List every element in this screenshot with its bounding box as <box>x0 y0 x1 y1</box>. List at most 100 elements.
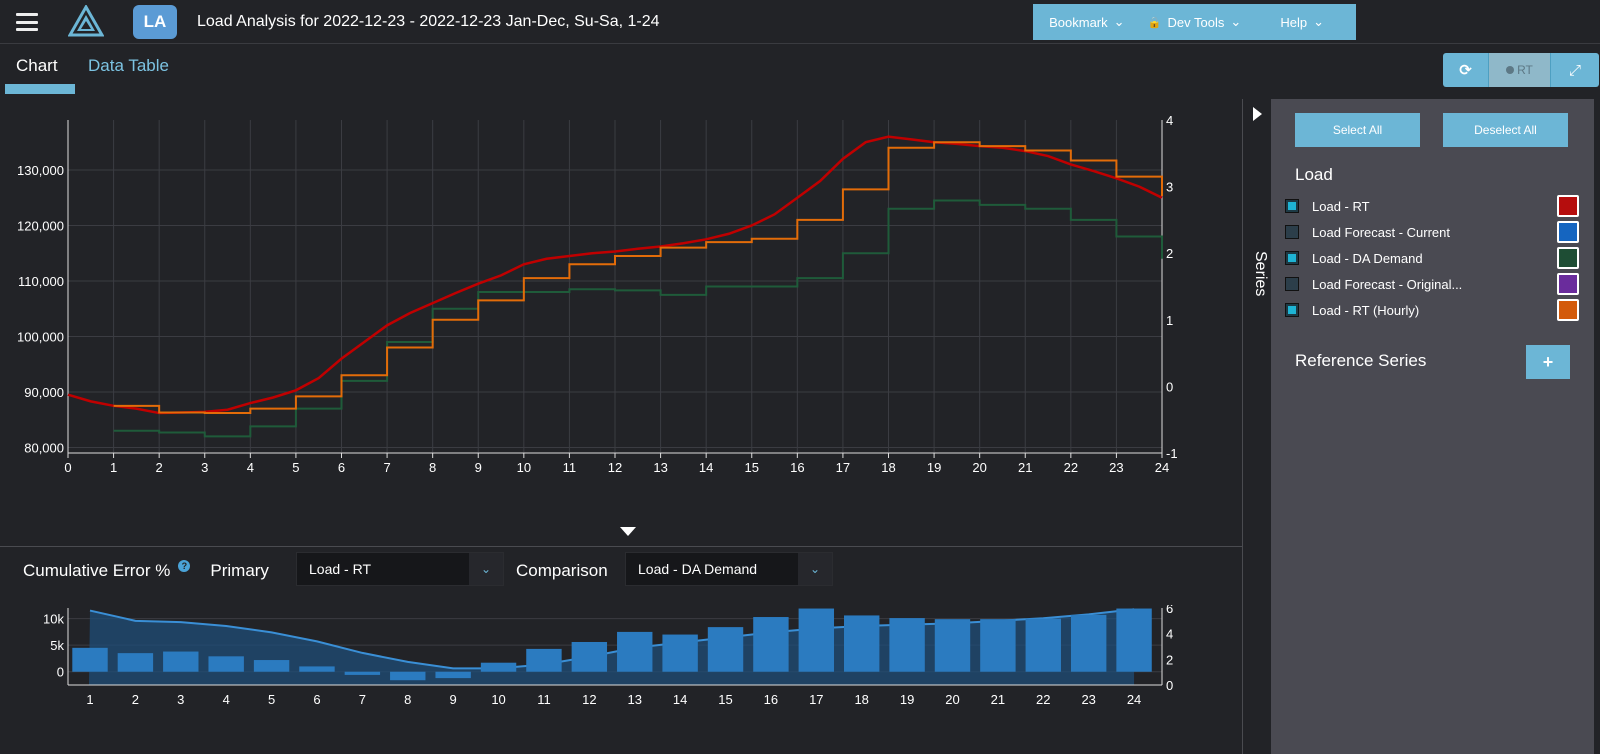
help-icon[interactable]: ? <box>178 560 191 572</box>
x-tick-label: 1 <box>86 692 93 707</box>
series-color-swatch[interactable] <box>1557 221 1579 243</box>
chevron-down-icon: ⌄ <box>1230 14 1242 29</box>
rt-button[interactable]: RT <box>1489 53 1551 87</box>
error-bar[interactable] <box>253 660 290 672</box>
help-menu-label: Help <box>1280 14 1308 30</box>
error-bar[interactable] <box>1070 614 1107 672</box>
series-item-label: Load Forecast - Original... <box>1312 276 1463 292</box>
series-checkbox[interactable] <box>1285 199 1299 213</box>
y2-tick-label: 0 <box>1166 678 1173 693</box>
error-bar[interactable] <box>571 641 608 672</box>
y2-tick-label: 4 <box>1166 113 1173 128</box>
series-item[interactable]: Load - RT (Hourly) <box>1285 297 1585 323</box>
x-tick-label: 15 <box>745 460 759 475</box>
error-bar[interactable] <box>526 648 562 672</box>
primary-select[interactable]: Load - RT ⌄ <box>296 552 504 586</box>
error-bar[interactable] <box>299 666 335 672</box>
error-bar[interactable] <box>934 619 971 672</box>
x-tick-label: 2 <box>156 460 163 475</box>
refresh-button[interactable]: ⟳ <box>1443 53 1489 87</box>
series-checkbox[interactable] <box>1285 225 1299 239</box>
error-bar[interactable] <box>980 619 1016 672</box>
app-badge[interactable]: LA <box>133 5 177 39</box>
comparison-select[interactable]: Load - DA Demand ⌄ <box>625 552 833 586</box>
hamburger-menu-icon[interactable] <box>16 13 38 31</box>
x-tick-label: 20 <box>945 692 959 707</box>
primary-select-value: Load - RT <box>309 561 371 577</box>
deselect-all-button[interactable]: Deselect All <box>1443 113 1568 147</box>
expand-button[interactable]: ⤢ <box>1551 53 1599 87</box>
x-tick-label: 8 <box>429 460 436 475</box>
error-bar[interactable] <box>617 631 653 672</box>
top-bar: LA Load Analysis for 2022-12-23 - 2022-1… <box>0 0 1600 44</box>
series-color-swatch[interactable] <box>1557 195 1579 217</box>
error-bar[interactable] <box>163 651 199 672</box>
error-bar[interactable] <box>117 653 154 672</box>
error-bar[interactable] <box>208 656 244 672</box>
error-bar[interactable] <box>435 671 471 679</box>
error-bar[interactable] <box>390 671 426 681</box>
y-tick-label: 0 <box>57 665 64 680</box>
series-color-swatch[interactable] <box>1557 299 1579 321</box>
series-checkbox[interactable] <box>1285 303 1299 317</box>
error-bar[interactable] <box>480 662 517 672</box>
x-tick-label: 7 <box>383 460 390 475</box>
select-all-button[interactable]: Select All <box>1295 113 1420 147</box>
series-checkbox[interactable] <box>1285 277 1299 291</box>
x-tick-label: 10 <box>517 460 531 475</box>
collapse-arrow-icon[interactable] <box>620 527 636 536</box>
y-tick-label: 5k <box>50 638 64 653</box>
error-bar[interactable] <box>344 671 381 675</box>
series-color-swatch[interactable] <box>1557 247 1579 269</box>
error-bar[interactable] <box>843 615 880 672</box>
expand-panel-icon[interactable] <box>1253 107 1262 121</box>
series-item[interactable]: Load Forecast - Original... <box>1285 271 1585 297</box>
bookmark-menu[interactable]: Bookmark ⌄ <box>1033 4 1141 40</box>
app-logo-icon <box>68 5 104 37</box>
x-tick-label: 15 <box>718 692 732 707</box>
chevron-down-icon[interactable]: ⌄ <box>469 553 503 585</box>
chart-toolbar: ⟳ RT ⤢ <box>1443 53 1599 87</box>
series-color-swatch[interactable] <box>1557 273 1579 295</box>
series-item-label: Load - DA Demand <box>1312 250 1423 266</box>
x-tick-label: 14 <box>699 460 713 475</box>
x-tick-label: 3 <box>201 460 208 475</box>
series-checkbox[interactable] <box>1285 251 1299 265</box>
help-menu[interactable]: Help ⌄ <box>1248 4 1356 40</box>
series-line-load-da-demand[interactable] <box>113 199 1163 438</box>
chevron-down-icon[interactable]: ⌄ <box>798 553 832 585</box>
add-reference-button[interactable]: + <box>1526 345 1570 379</box>
x-tick-label: 13 <box>627 692 641 707</box>
x-tick-label: 10 <box>491 692 505 707</box>
series-panel-toggle[interactable]: Series <box>1242 99 1270 754</box>
error-bar[interactable] <box>1025 618 1061 672</box>
series-item[interactable]: Load - RT <box>1285 193 1585 219</box>
error-bar[interactable] <box>707 627 744 672</box>
error-bar[interactable] <box>798 608 835 672</box>
x-tick-label: 18 <box>854 692 868 707</box>
tab-data-table[interactable]: Data Table <box>88 56 169 75</box>
error-bar[interactable] <box>72 647 108 672</box>
y2-tick-label: 0 <box>1166 379 1173 394</box>
error-bar[interactable] <box>889 618 925 672</box>
x-tick-label: 17 <box>836 460 850 475</box>
x-tick-label: 9 <box>450 692 457 707</box>
x-tick-label: 17 <box>809 692 823 707</box>
dev-tools-menu[interactable]: 🔒 Dev Tools ⌄ <box>1141 4 1249 40</box>
tab-chart[interactable]: Chart <box>16 56 58 75</box>
series-item[interactable]: Load Forecast - Current <box>1285 219 1585 245</box>
x-tick-label: 19 <box>900 692 914 707</box>
record-dot-icon <box>1506 66 1515 74</box>
x-tick-label: 24 <box>1127 692 1141 707</box>
series-line-load-rt-hourly[interactable] <box>113 141 1163 415</box>
error-bar[interactable] <box>662 634 698 672</box>
active-tab-indicator <box>5 84 75 94</box>
load-heading: Load <box>1295 165 1333 184</box>
error-bar[interactable] <box>1116 608 1152 672</box>
x-tick-label: 1 <box>110 460 117 475</box>
error-bar[interactable] <box>753 617 789 672</box>
load-chart[interactable]: 80,000 90,000 100,000 110,000 120,000 130,000… <box>0 110 1220 480</box>
series-item[interactable]: Load - DA Demand <box>1285 245 1585 271</box>
y-tick-label: 130,000 <box>17 163 64 178</box>
